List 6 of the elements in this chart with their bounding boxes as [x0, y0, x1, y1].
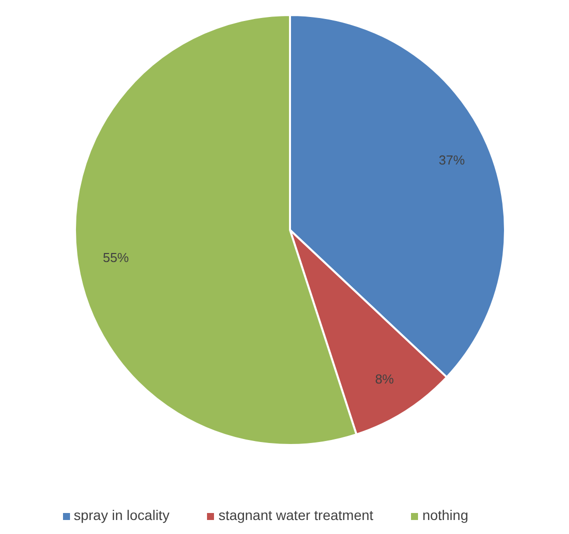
legend-label: nothing: [422, 507, 468, 523]
data-label: 55%: [102, 250, 130, 266]
data-label: 37%: [438, 152, 466, 168]
data-label: 8%: [375, 371, 394, 386]
legend-label: spray in locality: [74, 507, 170, 523]
legend-label: stagnant water treatment: [218, 507, 374, 523]
